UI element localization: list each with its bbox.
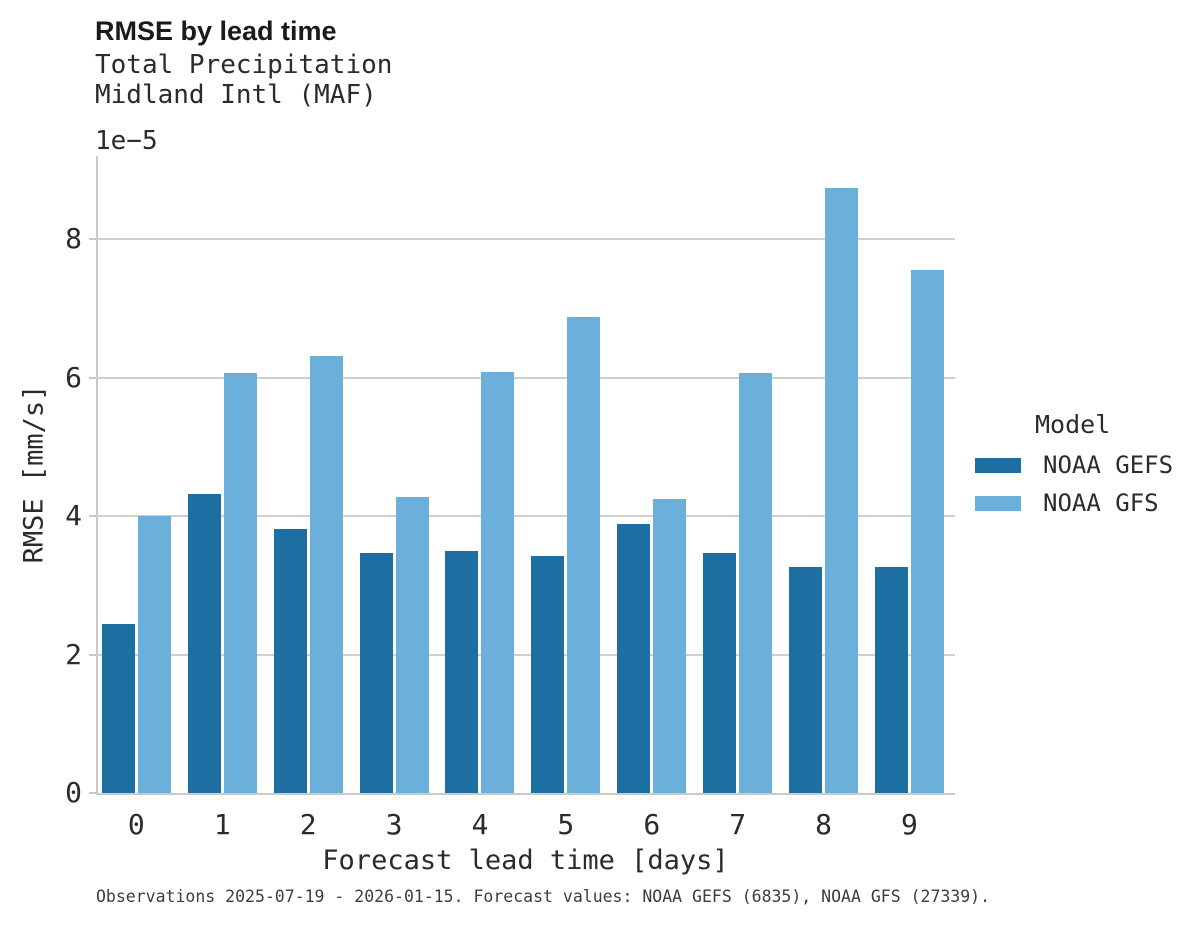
- legend-label: NOAA GFS: [1043, 489, 1159, 517]
- y-tick-mark-8: [89, 238, 96, 241]
- bar-noaa-gfs-9: [910, 270, 944, 793]
- chart-subtitle: Total Precipitation Midland Intl (MAF): [95, 50, 393, 110]
- y-tick-label-4: 4: [65, 499, 82, 533]
- bar-noaa-gefs-4: [445, 550, 479, 793]
- gridline-2: [96, 653, 955, 656]
- x-tick-label-3: 3: [385, 808, 403, 841]
- x-axis-spine: [96, 793, 955, 795]
- footer-caption: Observations 2025-07-19 - 2026-01-15. Fo…: [96, 887, 991, 906]
- bar-noaa-gfs-7: [739, 372, 773, 793]
- y-tick-mark-6: [89, 376, 96, 379]
- x-tick-label-7: 7: [729, 808, 747, 841]
- legend-title: Model: [1035, 410, 1111, 439]
- legend-item-noaa-gefs: NOAA GEFS: [975, 451, 1190, 479]
- bar-noaa-gefs-3: [359, 552, 393, 793]
- x-tick-label-5: 5: [557, 808, 575, 841]
- bar-noaa-gefs-1: [187, 493, 221, 793]
- legend-item-noaa-gfs: NOAA GFS: [975, 489, 1190, 517]
- bar-noaa-gefs-5: [531, 555, 565, 793]
- x-tick-label-0: 0: [127, 808, 145, 841]
- legend-label: NOAA GEFS: [1043, 451, 1174, 479]
- bar-noaa-gfs-4: [481, 372, 515, 793]
- y-tick-label-0: 0: [65, 776, 82, 809]
- y-tick-label-8: 8: [65, 222, 82, 256]
- bar-noaa-gfs-5: [567, 317, 601, 793]
- bar-noaa-gfs-3: [395, 496, 429, 793]
- bar-noaa-gefs-7: [703, 552, 737, 793]
- bar-noaa-gfs-6: [653, 499, 687, 793]
- bar-noaa-gfs-8: [825, 187, 859, 793]
- gridline-8: [96, 238, 955, 241]
- gridline-6: [96, 376, 955, 379]
- y-axis-title: RMSE [mm/s]: [18, 384, 50, 564]
- x-tick-label-9: 9: [901, 808, 918, 841]
- bar-noaa-gefs-6: [617, 524, 651, 793]
- gridline-4: [96, 515, 955, 518]
- chart-title: RMSE by lead time: [95, 16, 337, 46]
- x-tick-label-6: 6: [643, 808, 661, 841]
- bar-noaa-gfs-1: [223, 373, 257, 793]
- legend-swatch-noaa-gefs: [975, 457, 1021, 473]
- y-axis-offset-label: 1e−5: [95, 126, 158, 156]
- x-axis-title: Forecast lead time [days]: [322, 845, 729, 876]
- legend: Model NOAA GEFS NOAA GFS: [975, 410, 1190, 517]
- bar-noaa-gfs-0: [137, 516, 171, 793]
- x-tick-label-1: 1: [213, 808, 231, 841]
- legend-swatch-noaa-gfs: [975, 495, 1021, 511]
- x-tick-label-8: 8: [815, 808, 832, 841]
- y-tick-mark-2: [89, 653, 96, 656]
- y-tick-label-2: 2: [65, 637, 82, 671]
- x-tick-label-4: 4: [471, 808, 489, 841]
- bar-noaa-gefs-9: [874, 566, 908, 793]
- y-tick-label-6: 6: [65, 360, 82, 394]
- y-tick-mark-0: [89, 792, 96, 794]
- bar-noaa-gfs-2: [309, 356, 343, 793]
- bar-noaa-gefs-0: [101, 624, 135, 793]
- x-tick-label-2: 2: [299, 808, 317, 841]
- bar-noaa-gefs-8: [789, 566, 823, 793]
- plot-area: [89, 156, 955, 795]
- bar-noaa-gefs-2: [273, 529, 307, 793]
- y-axis-spine: [96, 156, 98, 793]
- y-tick-mark-4: [89, 515, 96, 518]
